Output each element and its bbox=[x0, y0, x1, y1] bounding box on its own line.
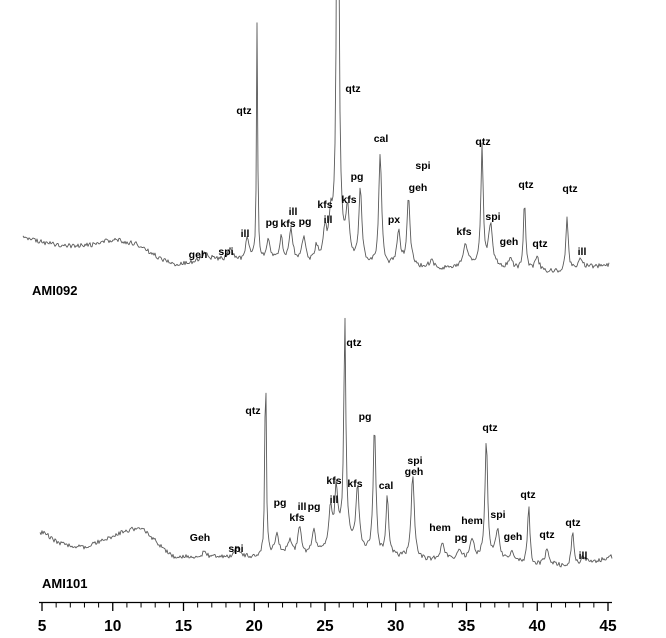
peak-label-hem: hem bbox=[461, 514, 483, 527]
peak-label-geh: geh bbox=[404, 465, 424, 478]
xrd-trace-ami101 bbox=[39, 317, 613, 568]
peak-label-qtz: qtz bbox=[520, 488, 536, 501]
peak-label-geh: geh bbox=[499, 235, 519, 248]
peak-label-px: px bbox=[387, 213, 401, 226]
peak-label-pg: pg bbox=[307, 500, 321, 513]
peak-label-ill: ill bbox=[329, 493, 339, 506]
peak-label-pg: pg bbox=[265, 216, 279, 229]
peak-label-geh: geh bbox=[503, 530, 523, 543]
peak-label-ill: ill bbox=[297, 500, 307, 513]
peak-label-pg: pg bbox=[273, 496, 287, 509]
axis-tick-label: 40 bbox=[528, 618, 546, 635]
peak-label-geh: geh bbox=[408, 181, 428, 194]
axis-tick-label: 15 bbox=[174, 618, 193, 635]
axis-tick-label: 45 bbox=[599, 618, 617, 635]
axis-tick-label: 5 bbox=[37, 618, 47, 635]
peak-label-kfs: kfs bbox=[456, 225, 472, 238]
axis-tick-label: 35 bbox=[457, 618, 476, 635]
peak-label-ill: ill bbox=[288, 205, 298, 218]
peak-label-spi: spi bbox=[415, 159, 431, 172]
peak-label-qtz: qtz bbox=[539, 528, 555, 541]
peak-label-spi: spi bbox=[407, 454, 423, 467]
peak-label-cal: cal bbox=[373, 132, 389, 145]
peak-label-geh: Geh bbox=[189, 531, 211, 544]
xrd-trace-ami092 bbox=[22, 0, 610, 273]
peak-label-ill: ill bbox=[323, 213, 333, 226]
peak-label-spi: spi bbox=[485, 210, 501, 223]
peak-label-cal: cal bbox=[378, 479, 394, 492]
peak-label-qtz: qtz bbox=[532, 237, 548, 250]
peak-label-qtz: qtz bbox=[518, 178, 534, 191]
peak-label-ill: ill bbox=[577, 245, 587, 258]
peak-label-qtz: qtz bbox=[475, 135, 491, 148]
peak-label-qtz: qtz bbox=[565, 516, 581, 529]
axis-tick-label: 20 bbox=[245, 618, 263, 635]
peak-label-kfs: kfs bbox=[280, 217, 296, 230]
peak-label-kfs: kfs bbox=[289, 511, 305, 524]
peak-label-geh: geh bbox=[188, 248, 208, 261]
peak-label-qtz: qtz bbox=[345, 82, 361, 95]
peak-label-qtz: qtz bbox=[482, 421, 498, 434]
peak-label-pg: pg bbox=[350, 170, 364, 183]
peak-label-kfs: kfs bbox=[347, 477, 363, 490]
peak-label-kfs: kfs bbox=[317, 198, 333, 211]
peak-label-qtz: qtz bbox=[245, 404, 261, 417]
peak-label-kfs: kfs bbox=[341, 193, 357, 206]
peak-label-ill: ill bbox=[578, 549, 588, 562]
peak-label-spi: spi bbox=[218, 245, 234, 258]
series-label-ami092: AMI092 bbox=[32, 283, 78, 298]
axis-tick-label: 10 bbox=[104, 618, 122, 635]
peak-label-qtz: qtz bbox=[562, 182, 578, 195]
peak-label-qtz: qtz bbox=[236, 104, 252, 117]
peak-label-spi: spi bbox=[490, 508, 506, 521]
axis-tick-label: 30 bbox=[387, 618, 405, 635]
peak-label-spi: spi bbox=[228, 542, 244, 555]
peak-label-ill: ill bbox=[240, 227, 250, 240]
peak-label-pg: pg bbox=[358, 410, 372, 423]
series-label-ami101: AMI101 bbox=[42, 576, 88, 591]
axis-tick-label: 25 bbox=[316, 618, 334, 635]
peak-label-pg: pg bbox=[298, 215, 312, 228]
peak-label-pg: pg bbox=[454, 531, 468, 544]
peak-label-qtz: qtz bbox=[346, 336, 362, 349]
peak-label-hem: hem bbox=[429, 521, 451, 534]
peak-label-kfs: kfs bbox=[326, 474, 342, 487]
